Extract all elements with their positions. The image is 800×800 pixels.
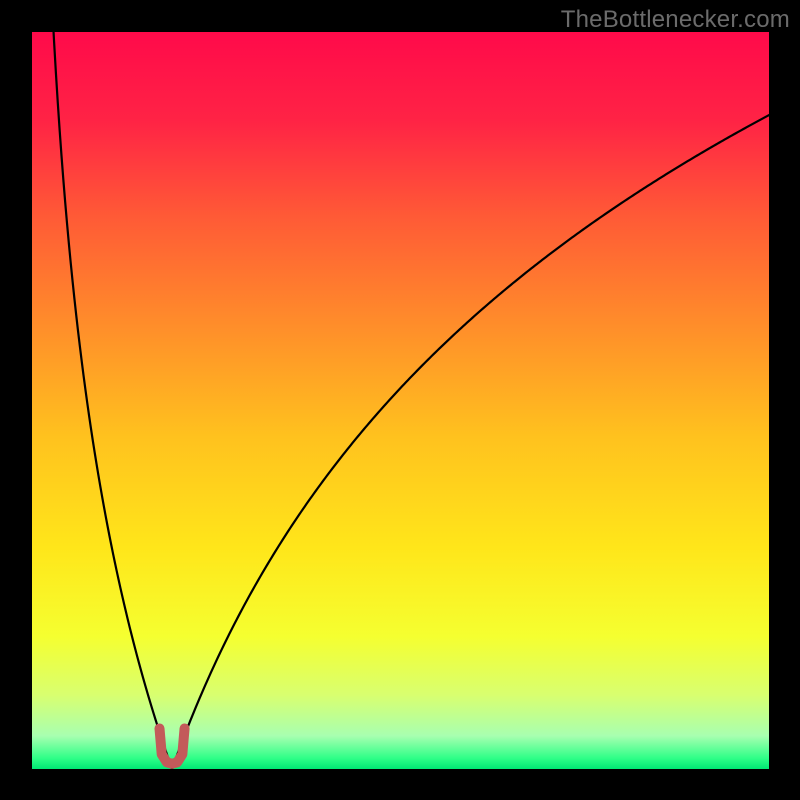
plot-area: [32, 32, 769, 769]
chart-stage: TheBottlenecker.com: [0, 0, 800, 800]
watermark-text: TheBottlenecker.com: [561, 6, 790, 34]
gradient-background: [32, 32, 769, 769]
